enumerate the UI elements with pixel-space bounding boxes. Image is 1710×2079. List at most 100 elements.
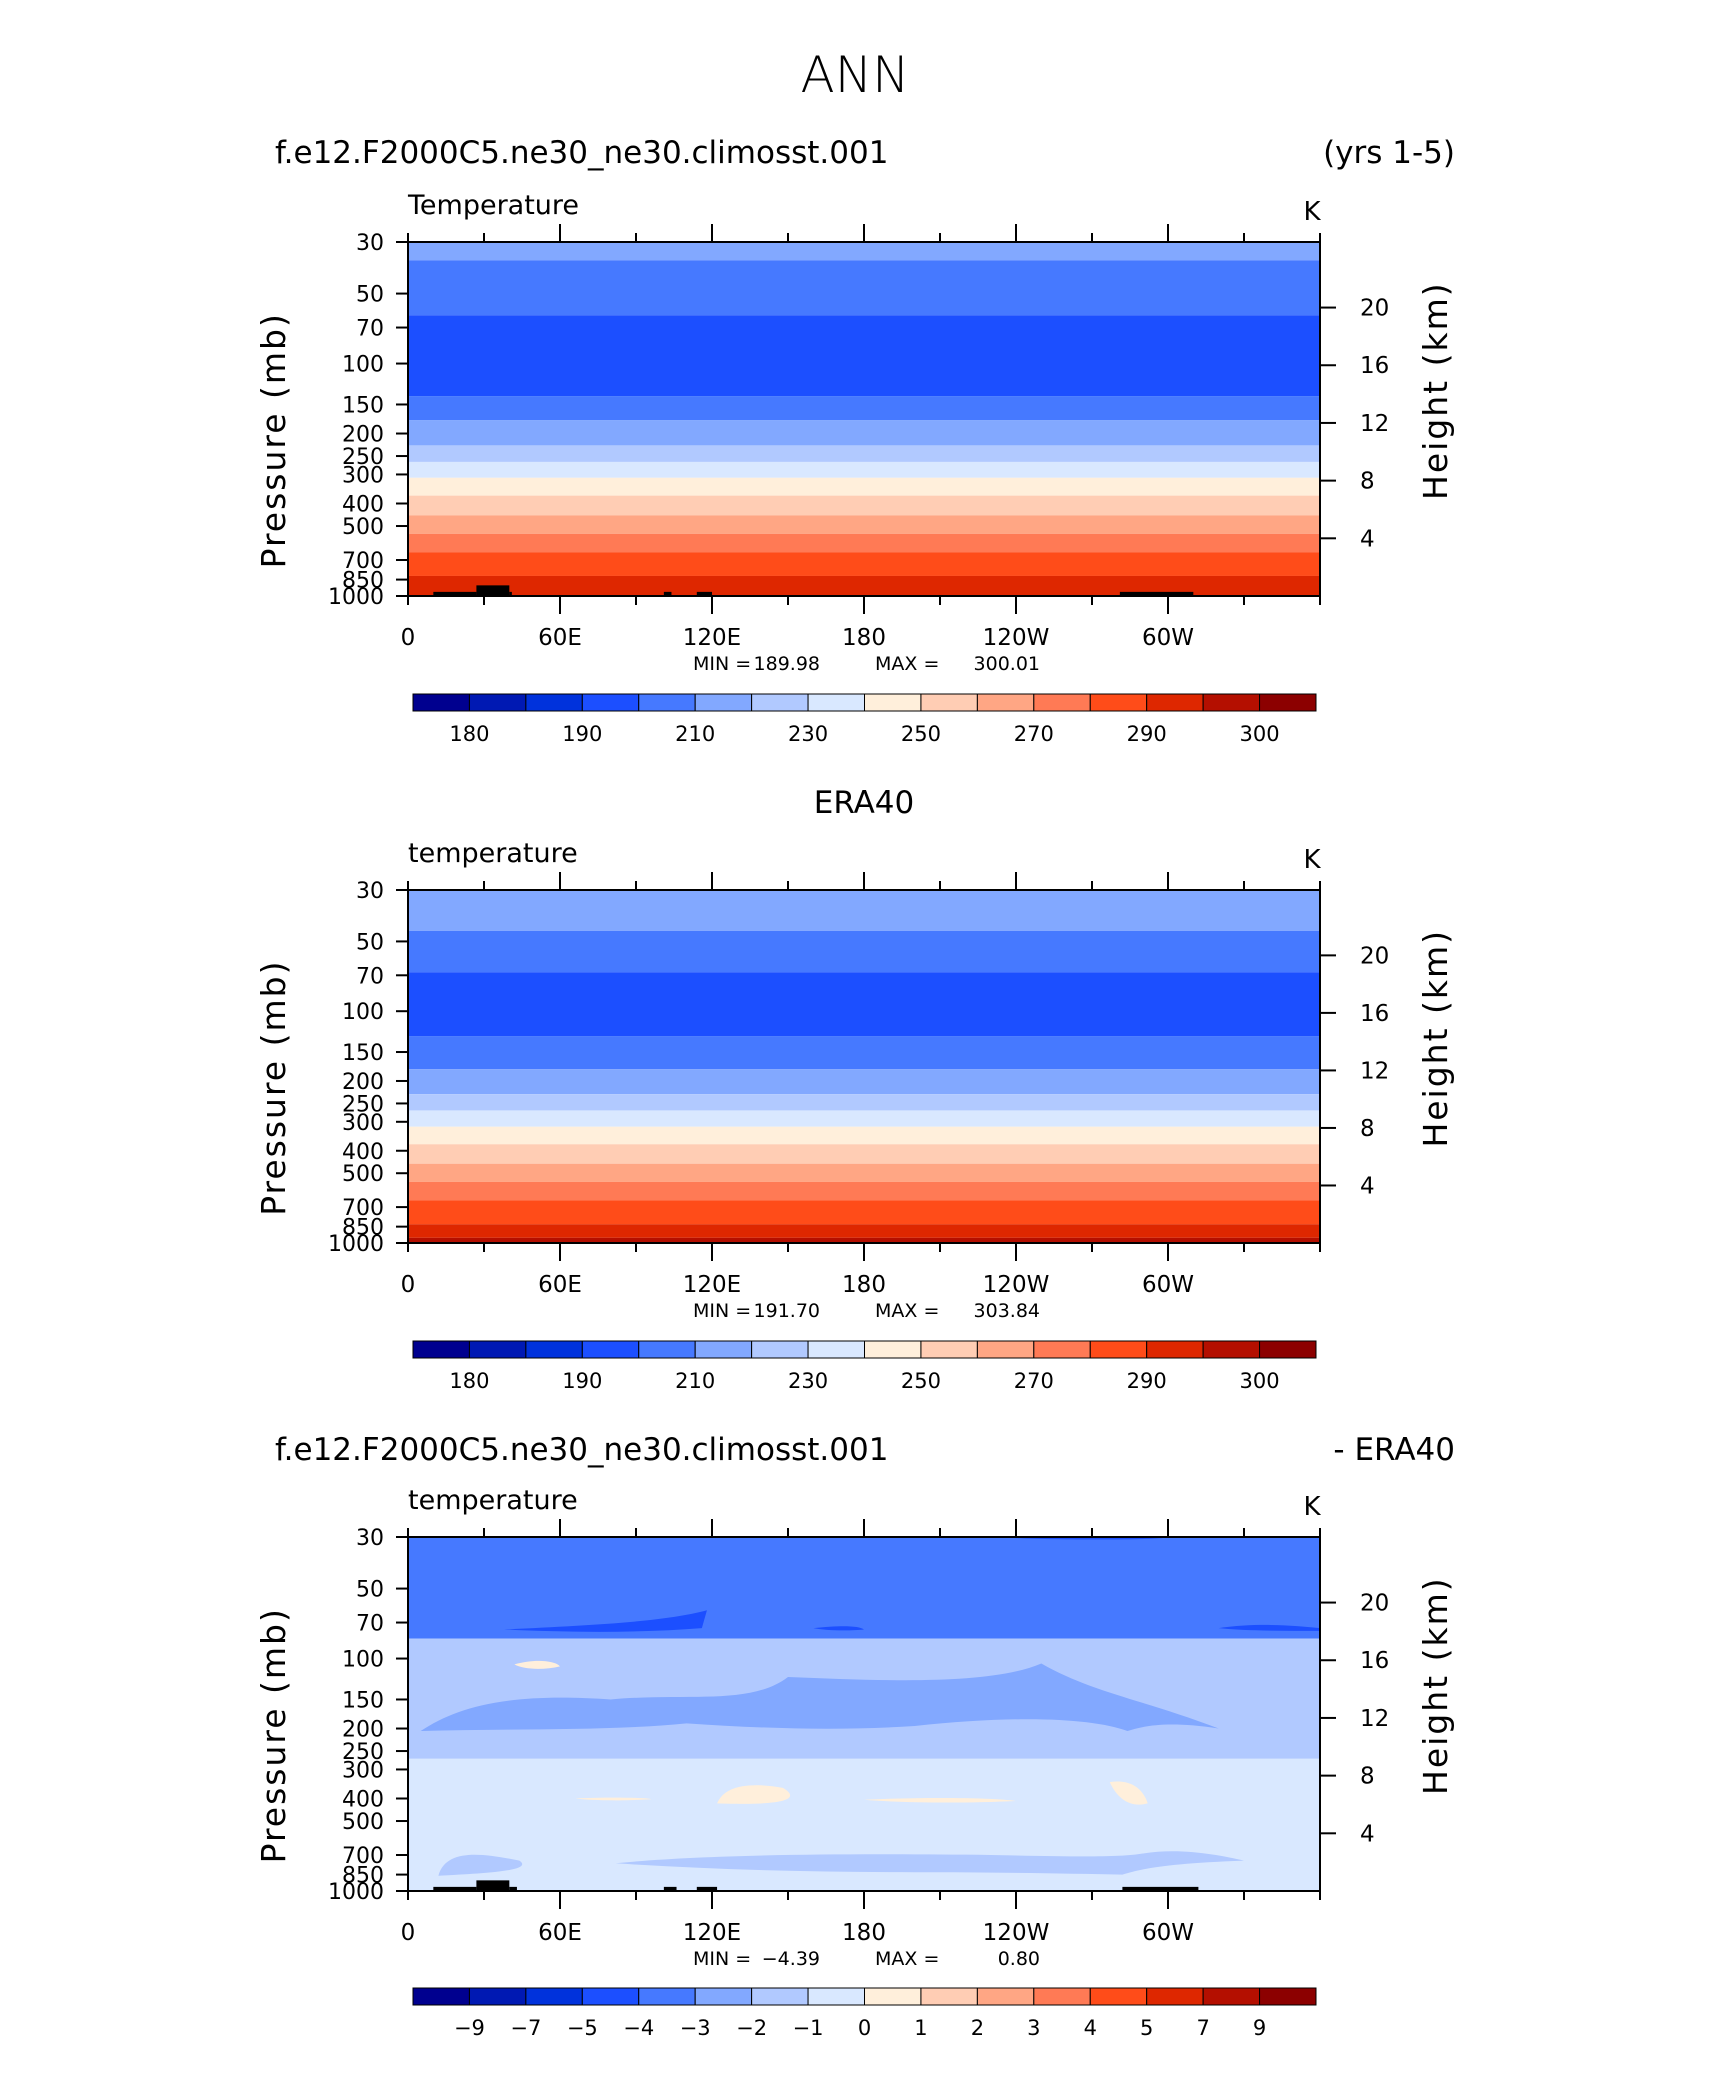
colorbar-box-1: [468, 1340, 527, 1359]
y-axis-title-right: Height (km): [1416, 929, 1455, 1148]
x-tick-label: 120E: [683, 625, 741, 651]
colorbar-box-14: [1202, 1987, 1261, 2006]
y-tick-label: 300: [342, 1111, 384, 1136]
max-value: 300.01: [974, 653, 1040, 675]
contour-band-5: [408, 1094, 1320, 1111]
y-axis-right: 20 16 12 8 4 Height (km): [1320, 929, 1455, 1199]
colorbar-label: 3: [1027, 2016, 1040, 2040]
y-tick-label: 50: [356, 1578, 384, 1603]
colorbar-box-12: [1089, 693, 1148, 712]
y-tick-label-right: 4: [1360, 1173, 1375, 1199]
colorbar-box-5: [694, 1340, 753, 1359]
y-tick-label: 250: [342, 1092, 384, 1117]
contour-band-2: [408, 972, 1320, 1037]
topography-block-3: [663, 1886, 677, 1891]
colorbar-box-9: [920, 693, 978, 712]
contour-bands: [408, 890, 1320, 1243]
contour-band-9: [408, 515, 1320, 534]
variable-label: temperature: [408, 1485, 578, 1516]
units-label: K: [1303, 197, 1321, 227]
colorbar-label: 300: [1240, 1369, 1280, 1393]
contour-band-3: [408, 396, 1320, 421]
contour-patch-8: [717, 1785, 791, 1804]
colorbar-box-2: [525, 1340, 583, 1359]
colorbar-box-13: [1146, 693, 1204, 712]
colorbar-box-7: [807, 693, 865, 712]
colorbar-label: 2: [971, 2016, 984, 2040]
colorbar-box-7: [807, 1340, 865, 1359]
x-tick-label: 60W: [1142, 1920, 1194, 1946]
colorbar-label: 190: [562, 1369, 602, 1393]
contour-band-0: [408, 1537, 1320, 1639]
topography-block-1: [476, 585, 510, 596]
colorbar-label: 0: [858, 2016, 871, 2040]
contour-patch-10: [864, 1797, 1016, 1803]
topography-block-2: [509, 591, 512, 596]
contour-band-0: [408, 242, 1320, 261]
colorbar-label: 230: [788, 722, 828, 746]
y-tick-label: 1000: [328, 1880, 384, 1905]
y-tick-label: 500: [342, 1810, 384, 1835]
colorbar-box-4: [638, 1340, 696, 1359]
colorbar-box-11: [1033, 693, 1091, 712]
y-tick-label: 100: [342, 353, 384, 378]
min-max: MIN = −4.39 MAX = 0.80: [693, 1948, 1040, 1970]
y-axis-title-right: Height (km): [1416, 1576, 1455, 1795]
colorbar-label: 250: [901, 1369, 941, 1393]
contour-band-11: [408, 552, 1320, 576]
colorbar-box-9: [920, 1340, 978, 1359]
colorbar-box-3: [581, 1340, 640, 1359]
colorbar-box-1: [468, 693, 527, 712]
colorbar-box-6: [751, 693, 809, 712]
colorbar-label: 7: [1196, 2016, 1209, 2040]
y-tick-label: 200: [342, 423, 384, 448]
y-tick-label: 70: [356, 964, 384, 989]
x-tick-label: 120W: [983, 625, 1050, 651]
y-tick-label: 100: [342, 1648, 384, 1673]
colorbar-box-0: [412, 1340, 470, 1359]
y-tick-label: 700: [342, 1196, 384, 1221]
contour-patch-0: [504, 1610, 707, 1632]
colorbar-box-8: [864, 1340, 922, 1359]
max-label: MAX =: [875, 1300, 939, 1322]
y-tick-label: 70: [356, 317, 384, 342]
x-tick-label: 60E: [538, 1920, 582, 1946]
y-tick-label-right: 12: [1360, 411, 1389, 437]
contour-band-11: [408, 1200, 1320, 1225]
y-tick-label-right: 4: [1360, 526, 1375, 552]
colorbar-label: 180: [449, 722, 489, 746]
y-tick-label-right: 16: [1360, 353, 1389, 379]
contour-patch-4: [420, 1663, 1219, 1732]
y-tick-label-right: 8: [1360, 1116, 1375, 1142]
contour-patch-5: [514, 1660, 560, 1669]
colorbar-label: 5: [1140, 2016, 1153, 2040]
colorbar-label: 290: [1127, 722, 1167, 746]
colorbar-box-6: [751, 1340, 809, 1359]
contour-band-7: [408, 477, 1320, 496]
colorbar-label: 270: [1014, 722, 1054, 746]
colorbar-box-8: [864, 693, 922, 712]
colorbar: 180 190 210 230 250 270 290 300: [412, 1340, 1317, 1393]
y-tick-label-right: 8: [1360, 1764, 1375, 1790]
x-tick-label: 0: [401, 1272, 416, 1298]
contour-band-3: [408, 1036, 1320, 1070]
topography-block-1: [476, 1880, 510, 1891]
contour-patch-2: [1218, 1624, 1320, 1631]
colorbar-box-13: [1146, 1987, 1204, 2006]
colorbar-box-5: [694, 693, 753, 712]
contour-bands: [408, 1537, 1320, 1891]
contour-bands: [408, 242, 1320, 596]
min-label: MIN =: [693, 653, 751, 675]
y-tick-label: 850: [342, 569, 384, 594]
panel-header-center: ERA40: [814, 785, 915, 821]
x-axis: 0 60E 120E 180 120W 60W: [401, 872, 1321, 1298]
contour-band-5: [408, 445, 1320, 462]
contour-patch-9: [1109, 1781, 1148, 1805]
figure-title: ANN: [800, 46, 909, 104]
y-tick-label-right: 12: [1360, 1058, 1389, 1084]
y-tick-label: 150: [342, 1041, 384, 1066]
y-tick-label: 400: [342, 492, 384, 517]
